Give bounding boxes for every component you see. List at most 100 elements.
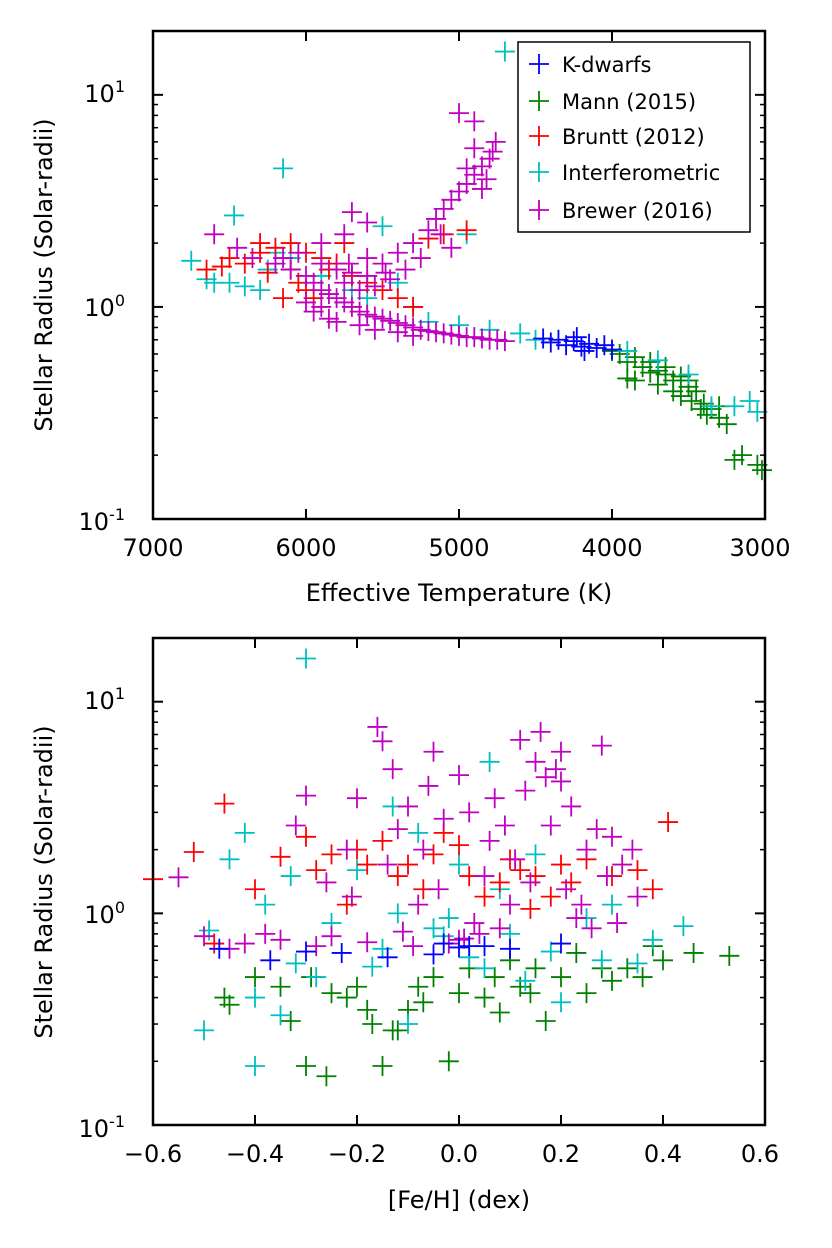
bottom-point-brewer-2016: [607, 913, 628, 934]
bottom-point-brewer-2016: [341, 886, 362, 907]
bottom-point-brewer-2016: [612, 854, 633, 875]
top-point-interferometric: [701, 396, 722, 417]
bottom-point-interferometric: [398, 1014, 418, 1035]
bottom-point-brewer-2016: [372, 731, 393, 752]
bottom-point-brewer-2016: [596, 866, 617, 887]
top-point-k-dwarfs: [548, 329, 569, 350]
top-point-brewer-2016: [476, 169, 497, 190]
top-point-bruntt-2012: [387, 288, 408, 309]
bottom-point-bruntt-2012: [642, 879, 663, 900]
top-point-interferometric: [250, 280, 271, 301]
bottom-point-brewer-2016: [520, 872, 541, 893]
top-point-brewer-2016: [418, 220, 439, 241]
bottom-point-bruntt-2012: [489, 872, 510, 893]
legend-entry-k-dwarfs: K-dwarfs: [529, 53, 652, 77]
legend-entry-mann: Mann (2015): [529, 90, 696, 114]
top-point-mann-2015: [724, 449, 745, 470]
bottom-ytick-label-3: 10-1: [79, 1112, 126, 1143]
bottom-point-interferometric: [438, 908, 459, 929]
top-point-brewer-2016: [273, 248, 294, 269]
top-point-brewer-2016: [326, 311, 347, 332]
top-point-interferometric: [273, 158, 294, 179]
legend-label-interferometric: Interferometric: [562, 161, 720, 185]
bottom-point-mann-2015: [245, 967, 265, 988]
bottom-point-bruntt-2012: [270, 846, 291, 867]
legend-box: [517, 41, 751, 233]
bottom-y-axis-label: Stellar Radius (Solar-radii): [30, 725, 58, 1038]
bottom-point-interferometric: [642, 929, 663, 950]
top-point-brewer-2016: [357, 265, 378, 286]
bottom-point-brewer-2016: [551, 741, 571, 762]
bottom-point-brewer-2016: [484, 788, 505, 809]
bottom-point-mann-2015: [372, 1056, 393, 1076]
bottom-xtick-label-5: 0.2: [542, 1140, 580, 1168]
top-point-brewer-2016: [341, 202, 362, 223]
bottom-point-interferometric: [194, 1020, 214, 1041]
top-point-bruntt-2012: [273, 288, 294, 309]
bottom-point-bruntt-2012: [306, 860, 327, 881]
top-point-brewer-2016: [433, 198, 454, 219]
bottom-point-k-dwarfs: [296, 941, 316, 962]
bottom-point-brewer-2016: [535, 767, 556, 788]
bottom-x-ticks: [152, 638, 766, 1125]
bottom-xtick-label-2: −0.4: [226, 1140, 284, 1168]
top-point-brewer-2016: [357, 212, 378, 233]
bottom-point-bruntt-2012: [321, 844, 342, 865]
top-point-bruntt-2012: [403, 296, 424, 317]
top-point-brewer-2016: [349, 315, 370, 336]
bottom-point-bruntt-2012: [423, 844, 444, 865]
bottom-point-mann-2015: [362, 1014, 383, 1035]
top-point-brewer-2016: [418, 320, 439, 341]
top-point-k-dwarfs: [533, 328, 554, 349]
bottom-point-mann-2015: [336, 987, 357, 1008]
bottom-point-mann-2015: [408, 976, 429, 997]
bottom-point-k-dwarfs: [474, 936, 495, 957]
top-point-k-dwarfs: [574, 340, 595, 361]
top-point-brewer-2016: [410, 248, 431, 269]
bottom-chart: 101 100 10-1 −0.6 −0.4 −0.2 0.0 0.2 0.4 …: [30, 636, 779, 1214]
top-point-brewer-2016: [265, 253, 286, 274]
top-point-brewer-2016: [280, 259, 301, 280]
bottom-points-layer: [143, 648, 740, 1087]
bottom-point-brewer-2016: [357, 932, 378, 953]
bottom-point-brewer-2016: [234, 933, 255, 954]
bottom-point-mann-2015: [520, 983, 541, 1004]
top-point-brewer-2016: [311, 296, 332, 317]
legend-label-mann: Mann (2015): [562, 90, 696, 114]
bottom-point-brewer-2016: [561, 796, 582, 817]
top-point-bruntt-2012: [211, 256, 232, 277]
bottom-point-brewer-2016: [449, 765, 469, 786]
top-point-brewer-2016: [364, 319, 385, 340]
bottom-point-mann-2015: [438, 1051, 459, 1072]
top-point-brewer-2016: [464, 327, 485, 348]
bottom-point-interferometric: [515, 970, 536, 991]
top-point-brewer-2016: [449, 181, 469, 202]
bottom-point-k-dwarfs: [423, 944, 444, 965]
bottom-point-brewer-2016: [418, 775, 439, 796]
top-point-brewer-2016: [357, 304, 378, 325]
bottom-ytick-label-2: 100: [84, 898, 125, 929]
bottom-point-brewer-2016: [515, 780, 536, 801]
bottom-point-mann-2015: [489, 1002, 510, 1023]
top-point-brewer-2016: [372, 308, 393, 329]
bottom-point-mann-2015: [280, 1011, 301, 1032]
bottom-point-brewer-2016: [571, 894, 592, 915]
top-point-brewer-2016: [380, 310, 401, 331]
top-point-brewer-2016: [334, 272, 355, 293]
top-xtick-label-4: 4000: [581, 534, 642, 562]
top-chart: 101 100 10-1 7000 6000 5000 4000 3000 Ef…: [30, 29, 791, 607]
bottom-point-brewer-2016: [403, 936, 424, 957]
bottom-point-interferometric: [551, 992, 571, 1013]
top-point-brewer-2016: [485, 131, 506, 152]
top-x-axis-label: Effective Temperature (K): [306, 579, 612, 607]
top-point-brewer-2016: [471, 328, 492, 349]
top-point-brewer-2016: [487, 329, 508, 350]
bottom-point-mann-2015: [566, 942, 587, 963]
top-point-brewer-2016: [311, 233, 332, 254]
bottom-point-k-dwarfs: [260, 950, 281, 971]
bottom-point-bruntt-2012: [372, 830, 393, 851]
top-point-brewer-2016: [242, 248, 263, 269]
bottom-x-axis-label: [Fe/H] (dex): [388, 1186, 530, 1214]
bottom-point-bruntt-2012: [357, 854, 378, 875]
